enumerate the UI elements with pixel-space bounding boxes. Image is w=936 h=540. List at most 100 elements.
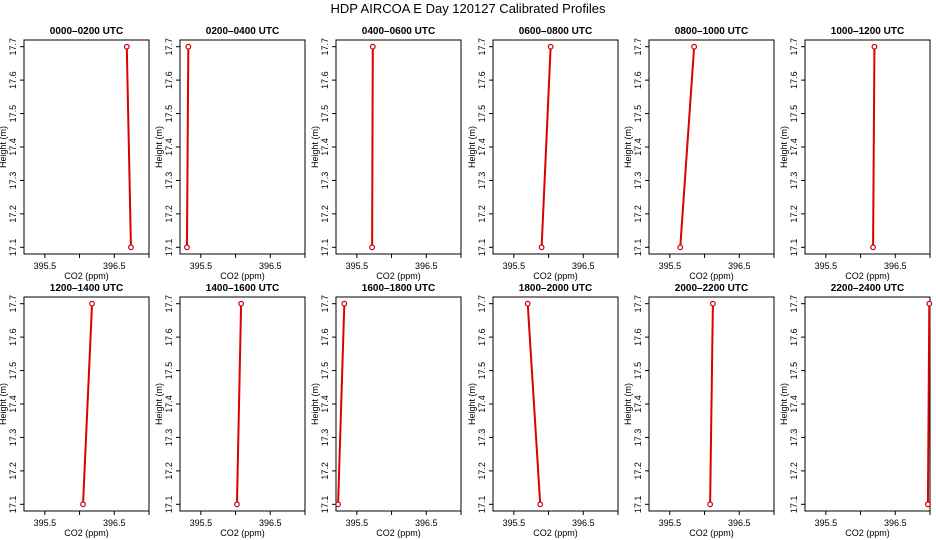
profile-line	[235, 303, 243, 505]
y-tick-label: 17.6	[8, 71, 18, 89]
y-tick-label: 17.5	[164, 362, 174, 380]
data-point	[234, 501, 240, 508]
y-tick-label: 17.1	[8, 496, 18, 514]
y-tick-label: 17.2	[477, 462, 487, 480]
profile-line	[526, 303, 542, 505]
panel-title: 2000–2200 UTC	[675, 283, 748, 294]
profile-line	[185, 46, 190, 248]
data-point	[335, 501, 341, 508]
y-tick-label: 17.2	[164, 205, 174, 223]
panel-title: 1000–1200 UTC	[831, 26, 904, 37]
x-tick-label: 396.5	[415, 261, 438, 271]
y-tick-label: 17.1	[477, 496, 487, 514]
y-tick-label: 17.6	[633, 71, 643, 89]
data-point	[184, 244, 190, 251]
y-tick-label: 17.7	[164, 38, 174, 56]
y-axis-label: Height (m)	[779, 126, 789, 168]
y-tick-label: 17.1	[789, 496, 799, 514]
panel-title: 1600–1800 UTC	[362, 283, 435, 294]
profile-line	[926, 303, 931, 505]
data-point	[691, 43, 698, 50]
y-tick-label: 17.7	[633, 295, 643, 313]
y-tick-label: 17.5	[320, 362, 330, 380]
y-tick-label: 17.7	[320, 295, 330, 313]
y-axis-label: Height (m)	[0, 383, 8, 425]
y-axis-label: Height (m)	[467, 126, 477, 168]
x-tick-label: 395.5	[659, 261, 682, 271]
y-tick-label: 17.4	[164, 395, 174, 413]
plot-frame	[179, 296, 306, 512]
y-tick-label: 17.5	[789, 105, 799, 123]
profile-line	[125, 46, 132, 248]
y-tick-label: 17.1	[320, 239, 330, 257]
profile-line	[82, 303, 94, 505]
x-tick-label: 395.5	[503, 518, 526, 528]
y-tick-label: 17.2	[633, 462, 643, 480]
y-tick-label: 17.2	[320, 205, 330, 223]
y-tick-label: 17.4	[320, 395, 330, 413]
data-point	[677, 244, 684, 251]
profile-line	[709, 303, 714, 505]
data-point	[538, 244, 545, 251]
plot-frame	[335, 296, 462, 512]
y-tick-label: 17.3	[789, 172, 799, 190]
panel-title: 2200–2400 UTC	[831, 283, 904, 294]
y-tick-label: 17.6	[477, 71, 487, 89]
data-point	[537, 501, 544, 508]
y-tick-label: 17.2	[164, 462, 174, 480]
x-tick-label: 396.5	[884, 261, 907, 271]
x-axis-label: CO2 (ppm)	[220, 271, 265, 281]
profile-line	[337, 303, 346, 505]
y-tick-label: 17.4	[477, 138, 487, 156]
y-tick-label: 17.4	[8, 395, 18, 413]
y-tick-label: 17.1	[164, 239, 174, 257]
x-tick-label: 395.5	[190, 518, 213, 528]
x-tick-label: 396.5	[884, 518, 907, 528]
y-tick-label: 17.4	[8, 138, 18, 156]
y-tick-label: 17.5	[320, 105, 330, 123]
y-tick-label: 17.7	[320, 38, 330, 56]
panel-title: 0600–0800 UTC	[519, 26, 592, 37]
x-tick-label: 395.5	[34, 261, 57, 271]
y-tick-label: 17.2	[8, 205, 18, 223]
data-point	[369, 244, 376, 251]
y-axis-label: Height (m)	[467, 383, 477, 425]
data-point	[123, 43, 130, 50]
y-tick-label: 17.4	[633, 138, 643, 156]
y-axis-label: Height (m)	[310, 126, 320, 168]
data-point	[547, 43, 554, 50]
y-tick-label: 17.2	[789, 462, 799, 480]
x-tick-label: 395.5	[346, 518, 369, 528]
data-point	[238, 300, 245, 307]
y-tick-label: 17.5	[8, 105, 18, 123]
y-tick-label: 17.1	[633, 239, 643, 257]
plot-frame	[492, 296, 619, 512]
plot-frame	[23, 296, 150, 512]
y-tick-label: 17.7	[477, 295, 487, 313]
x-tick-label: 395.5	[815, 261, 838, 271]
y-axis-label: Height (m)	[623, 126, 633, 168]
y-tick-label: 17.7	[8, 38, 18, 56]
panel-title: 0800–1000 UTC	[675, 26, 748, 37]
y-tick-label: 17.1	[164, 496, 174, 514]
y-tick-label: 17.1	[8, 239, 18, 257]
y-axis-label: Height (m)	[623, 383, 633, 425]
x-axis-label: CO2 (ppm)	[376, 528, 421, 538]
y-tick-label: 17.6	[164, 71, 174, 89]
y-tick-label: 17.4	[477, 395, 487, 413]
y-tick-label: 17.3	[477, 172, 487, 190]
y-tick-label: 17.3	[8, 429, 18, 447]
y-tick-label: 17.4	[320, 138, 330, 156]
profile-line	[371, 46, 374, 248]
x-tick-label: 395.5	[503, 261, 526, 271]
x-tick-label: 396.5	[103, 518, 126, 528]
y-tick-label: 17.7	[789, 38, 799, 56]
y-tick-label: 17.7	[633, 38, 643, 56]
y-tick-label: 17.2	[789, 205, 799, 223]
y-tick-label: 17.5	[633, 362, 643, 380]
